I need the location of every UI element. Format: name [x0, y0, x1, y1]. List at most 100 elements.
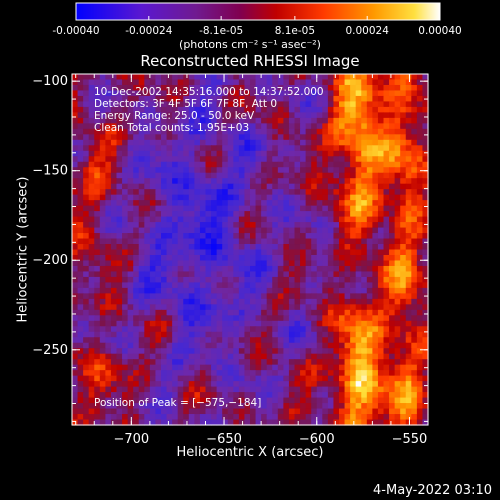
heatmap-cell	[389, 145, 396, 152]
heatmap-cell	[161, 95, 168, 103]
heatmap-cell	[355, 128, 362, 135]
heatmap-cell	[372, 117, 379, 124]
heatmap-cell	[205, 265, 212, 273]
heatmap-cell	[127, 386, 134, 393]
heatmap-cell	[205, 320, 212, 327]
heatmap-cell	[88, 342, 95, 349]
heatmap-cell	[244, 200, 251, 207]
heatmap-cell	[300, 117, 307, 124]
heatmap-cell	[233, 123, 240, 130]
heatmap-cell	[194, 74, 201, 81]
heatmap-cell	[72, 386, 79, 393]
heatmap-cell	[250, 337, 257, 344]
heatmap-cell	[149, 90, 157, 97]
heatmap-cell	[261, 326, 268, 333]
heatmap-cell	[400, 260, 407, 267]
heatmap-cell	[383, 112, 390, 119]
heatmap-cell	[405, 315, 412, 322]
heatmap-cell	[149, 315, 157, 322]
heatmap-cell	[366, 260, 373, 267]
heatmap-cell	[305, 315, 312, 322]
heatmap-cell	[288, 386, 296, 393]
heatmap-cell	[250, 233, 257, 240]
heatmap-cell	[188, 244, 195, 251]
y-tick-label: −100	[32, 74, 68, 89]
heatmap-cell	[422, 194, 429, 201]
heatmap-cell	[339, 117, 346, 124]
heatmap-cell	[311, 106, 318, 113]
heatmap-cell	[177, 348, 184, 355]
heatmap-cell	[211, 309, 218, 316]
heatmap-cell	[283, 298, 290, 305]
heatmap-cell	[277, 298, 284, 305]
heatmap-cell	[94, 216, 101, 223]
heatmap-cell	[183, 161, 190, 168]
heatmap-cell	[238, 200, 246, 207]
heatmap-cell	[339, 408, 346, 415]
heatmap-cell	[99, 211, 106, 218]
heatmap-cell	[366, 211, 373, 218]
heatmap-cell	[133, 90, 140, 97]
heatmap-cell	[405, 254, 412, 262]
heatmap-cell	[272, 364, 279, 371]
heatmap-cell	[355, 90, 362, 97]
heatmap-cell	[105, 403, 112, 410]
heatmap-cell	[177, 84, 184, 92]
heatmap-cell	[149, 244, 157, 251]
heatmap-cell	[294, 282, 301, 289]
heatmap-cell	[350, 309, 357, 316]
heatmap-cell	[199, 392, 207, 399]
heatmap-cell	[88, 172, 95, 179]
heatmap-cell	[294, 227, 301, 234]
heatmap-cell	[316, 304, 323, 311]
heatmap-cell	[199, 315, 207, 322]
heatmap-cell	[261, 337, 268, 344]
heatmap-cell	[250, 101, 257, 108]
heatmap-cell	[122, 271, 129, 278]
heatmap-cell	[389, 178, 396, 185]
heatmap-cell	[83, 200, 90, 207]
heatmap-cell	[305, 282, 312, 289]
heatmap-cell	[405, 112, 412, 119]
heatmap-cell	[377, 178, 385, 185]
heatmap-cell	[194, 134, 201, 141]
heatmap-cell	[339, 156, 346, 163]
heatmap-cell	[294, 74, 301, 81]
heatmap-cell	[316, 117, 323, 124]
heatmap-cell	[372, 222, 379, 229]
heatmap-cell	[83, 79, 90, 86]
heatmap-cell	[400, 293, 407, 300]
heatmap-cell	[350, 84, 357, 92]
heatmap-cell	[105, 238, 112, 245]
x-tick-label: −650	[206, 432, 242, 447]
heatmap-cell	[316, 370, 323, 377]
heatmap-cell	[333, 348, 340, 355]
heatmap-cell	[133, 348, 140, 355]
heatmap-cell	[99, 298, 106, 305]
heatmap-cell	[94, 227, 101, 234]
heatmap-cell	[383, 172, 390, 179]
heatmap-cell	[250, 84, 257, 92]
heatmap-cell	[322, 222, 329, 229]
heatmap-cell	[272, 298, 279, 305]
heatmap-cell	[83, 172, 90, 179]
heatmap-cell	[133, 403, 140, 410]
heatmap-cell	[238, 238, 246, 245]
heatmap-cell	[211, 101, 218, 108]
heatmap-cell	[305, 403, 312, 410]
heatmap-cell	[377, 150, 385, 157]
heatmap-cell	[261, 397, 268, 404]
heatmap-cell	[400, 249, 407, 256]
heatmap-cell	[277, 370, 284, 377]
heatmap-cell	[377, 315, 385, 322]
heatmap-cell	[372, 403, 379, 410]
heatmap-cell	[400, 298, 407, 305]
heatmap-cell	[244, 414, 251, 421]
heatmap-cell	[300, 331, 307, 338]
heatmap-cell	[116, 315, 123, 322]
heatmap-cell	[188, 216, 195, 223]
heatmap-cell	[77, 342, 84, 349]
heatmap-cell	[194, 117, 201, 124]
heatmap-cell	[127, 205, 134, 212]
heatmap-cell	[83, 205, 90, 212]
